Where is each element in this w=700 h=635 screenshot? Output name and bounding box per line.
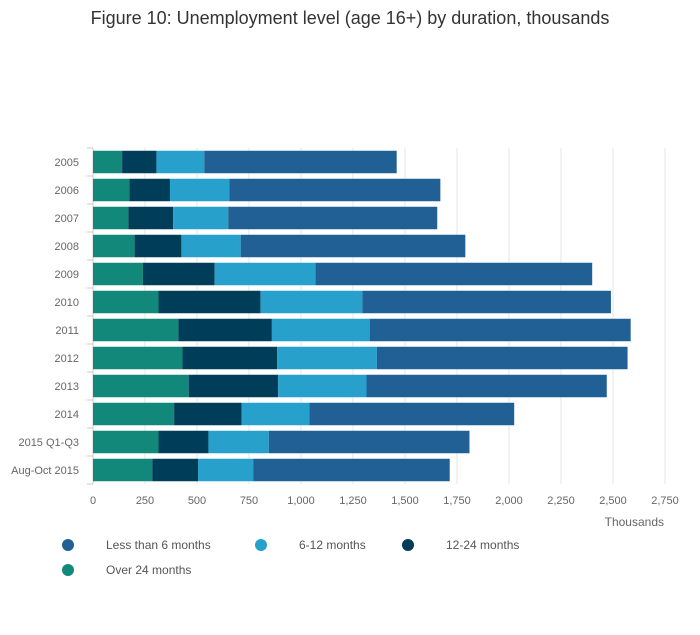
bar-less-than-6-months bbox=[369, 318, 631, 342]
bar-12-24-months bbox=[174, 402, 242, 426]
y-tick-label: 2010 bbox=[55, 297, 79, 309]
bar-6-12-months bbox=[198, 458, 254, 482]
bar-6-12-months bbox=[208, 430, 269, 454]
y-tick-label: 2006 bbox=[55, 185, 79, 197]
bar-6-12-months bbox=[156, 150, 205, 174]
x-tick-label: 1,500 bbox=[391, 495, 419, 507]
y-tick-label: 2008 bbox=[55, 241, 79, 253]
bar-less-than-6-months bbox=[362, 290, 611, 314]
bar-12-24-months bbox=[182, 346, 278, 370]
bar-less-than-6-months bbox=[309, 402, 515, 426]
x-tick-label: 250 bbox=[136, 495, 154, 507]
bar-less-than-6-months bbox=[315, 262, 593, 286]
bar-over-24-months bbox=[93, 290, 159, 314]
legend-marker bbox=[62, 564, 74, 576]
y-tick-label: 2005 bbox=[55, 157, 79, 169]
x-tick-label: 2,000 bbox=[495, 495, 523, 507]
y-tick-label: 2012 bbox=[55, 353, 79, 365]
bar-12-24-months bbox=[142, 262, 215, 286]
bar-less-than-6-months bbox=[268, 430, 470, 454]
bar-12-24-months bbox=[158, 290, 261, 314]
bar-over-24-months bbox=[93, 206, 129, 230]
x-tick-label: 1,000 bbox=[287, 495, 315, 507]
bar-over-24-months bbox=[93, 402, 175, 426]
bar-less-than-6-months bbox=[240, 234, 466, 258]
bar-less-than-6-months bbox=[376, 346, 628, 370]
bar-6-12-months bbox=[260, 290, 363, 314]
chart-title: Figure 10: Unemployment level (age 16+) … bbox=[90, 8, 610, 28]
x-tick-label: 750 bbox=[240, 495, 258, 507]
legend-label: 6-12 months bbox=[299, 538, 366, 552]
x-tick-label: 0 bbox=[90, 495, 96, 507]
bar-less-than-6-months bbox=[204, 150, 397, 174]
x-tick-label: 2,250 bbox=[547, 495, 575, 507]
bar-12-24-months bbox=[152, 458, 199, 482]
x-tick-label: 500 bbox=[188, 495, 206, 507]
bar-over-24-months bbox=[93, 430, 159, 454]
bar-12-24-months bbox=[122, 150, 157, 174]
x-tick-label: 1,750 bbox=[443, 495, 471, 507]
legend-marker bbox=[402, 539, 414, 551]
y-tick-label: Aug-Oct 2015 bbox=[11, 465, 79, 477]
bar-6-12-months bbox=[278, 374, 367, 398]
bar-6-12-months bbox=[271, 318, 370, 342]
y-tick-label: 2013 bbox=[55, 381, 79, 393]
bar-12-24-months bbox=[158, 430, 209, 454]
x-tick-label: 1,250 bbox=[339, 495, 367, 507]
bar-6-12-months bbox=[241, 402, 310, 426]
bar-over-24-months bbox=[93, 150, 123, 174]
legend-label: 12-24 months bbox=[446, 538, 520, 552]
bar-over-24-months bbox=[93, 262, 143, 286]
bar-12-24-months bbox=[134, 234, 182, 258]
bar-6-12-months bbox=[181, 234, 241, 258]
bar-over-24-months bbox=[93, 178, 130, 202]
bar-over-24-months bbox=[93, 374, 189, 398]
bar-less-than-6-months bbox=[228, 206, 438, 230]
bar-less-than-6-months bbox=[366, 374, 607, 398]
legend-label: Over 24 months bbox=[106, 563, 192, 577]
bar-12-24-months bbox=[128, 206, 174, 230]
bar-less-than-6-months bbox=[253, 458, 450, 482]
bar-over-24-months bbox=[93, 234, 135, 258]
y-tick-label: 2015 Q1-Q3 bbox=[18, 437, 79, 449]
y-tick-label: 2014 bbox=[55, 409, 79, 421]
bar-6-12-months bbox=[173, 206, 229, 230]
bar-6-12-months bbox=[214, 262, 316, 286]
bar-6-12-months bbox=[277, 346, 377, 370]
bar-6-12-months bbox=[169, 178, 230, 202]
bar-over-24-months bbox=[93, 458, 153, 482]
bar-less-than-6-months bbox=[229, 178, 441, 202]
bar-12-24-months bbox=[188, 374, 279, 398]
legend-label: Less than 6 months bbox=[106, 538, 211, 552]
bar-12-24-months bbox=[178, 318, 272, 342]
y-tick-label: 2007 bbox=[55, 213, 79, 225]
legend-marker bbox=[255, 539, 267, 551]
y-tick-label: 2011 bbox=[55, 325, 79, 337]
y-tick-label: 2009 bbox=[55, 269, 79, 281]
bar-12-24-months bbox=[129, 178, 170, 202]
bar-over-24-months bbox=[93, 318, 179, 342]
x-tick-label: 2,750 bbox=[651, 495, 679, 507]
bar-over-24-months bbox=[93, 346, 183, 370]
x-tick-label: 2,500 bbox=[599, 495, 627, 507]
legend-marker bbox=[62, 539, 74, 551]
x-axis-title: Thousands bbox=[605, 515, 664, 529]
